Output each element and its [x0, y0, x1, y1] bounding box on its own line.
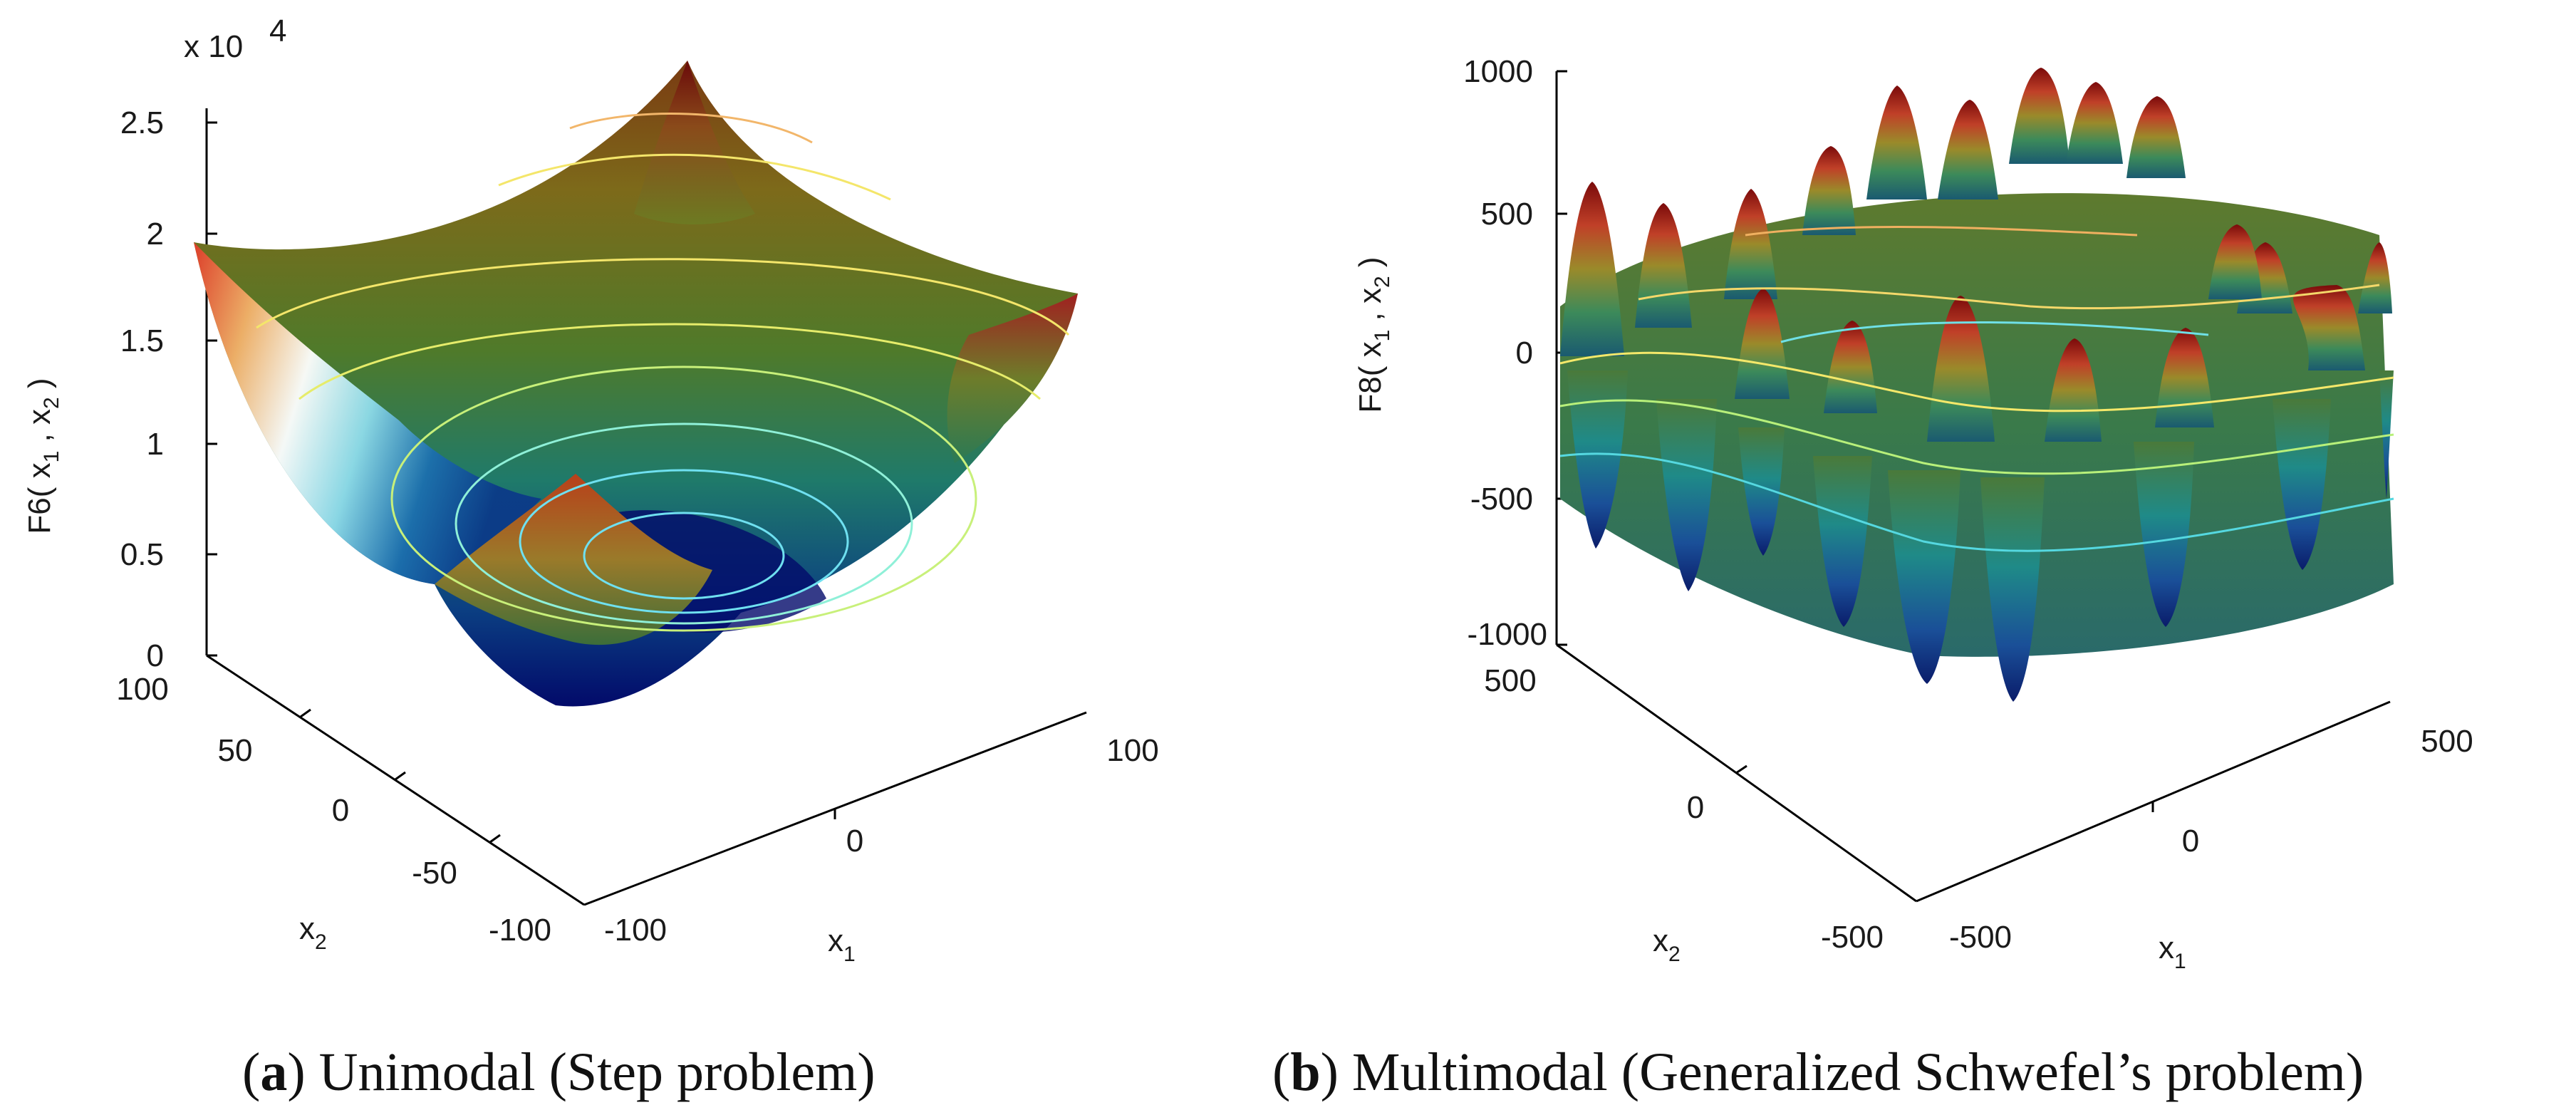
- panel-b-x-tick-label: -500: [1949, 920, 2012, 955]
- panel-a-x-axis-label: x1: [828, 923, 856, 966]
- panel-a-surface: [194, 61, 1078, 707]
- panel-a-z-axis-label: F6( x1 , x2 ): [22, 378, 63, 534]
- panel-a-z-tick-label: 0: [147, 638, 164, 673]
- panel-b-chart: 1000 500 0 -500 -1000 500 0 -500 -500 0 …: [1353, 54, 2473, 973]
- panel-b-z-tick-label: 500: [1481, 197, 1533, 232]
- panel-b-z-tick-label: -1000: [1467, 617, 1547, 652]
- panel-a-chart: 0 0.5 1 1.5 2 2.5 x 10 4 100 50 0 -50 -1…: [22, 14, 1159, 966]
- panel-b-z-tick-label: 1000: [1463, 54, 1533, 89]
- panel-b-y-tick-mark: [1735, 764, 1747, 774]
- panel-b-x-axis-label: x1: [2159, 930, 2186, 973]
- panel-a-y-tick-label: 100: [116, 672, 168, 707]
- panel-a-z-tick-label: 1.5: [120, 323, 164, 358]
- panel-a-caption: (a) Unimodal (Step problem): [242, 1042, 876, 1102]
- panel-a-x-tick-label: 100: [1106, 733, 1158, 768]
- panel-b-y-tick-label: 500: [1484, 663, 1536, 698]
- panel-b-z-tick-label: 0: [1516, 336, 1533, 370]
- panel-a-z-tick-label: 2.5: [120, 105, 164, 140]
- panel-a-y-axis-label: x2: [299, 911, 327, 954]
- panel-b-z-tick-label: -500: [1470, 482, 1533, 517]
- panel-b-caption: (b) Multimodal (Generalized Schwefel’s p…: [1272, 1042, 2364, 1102]
- panel-a-y-tick-label: -100: [489, 913, 551, 948]
- panel-b-z-axis-label: F8( x1 , x2 ): [1353, 256, 1394, 413]
- panel-a-z-tick-label: 0.5: [120, 537, 164, 572]
- panel-a-y-tick-mark: [489, 834, 501, 844]
- panel-a-y-axis-line: [206, 654, 585, 906]
- panel-b-y-tick-label: 0: [1687, 790, 1704, 825]
- panel-a-z-tick-label: 2: [147, 217, 164, 251]
- panel-b-x-tick-label: 0: [2182, 824, 2199, 858]
- panel-b-x-tick-label: 500: [2421, 724, 2473, 759]
- svg-text:F6( x1 , x2 ): F6( x1 , x2 ): [22, 378, 63, 534]
- panel-a-x-tick-label: -100: [604, 913, 667, 948]
- svg-text:F8( x1 , x2 ): F8( x1 , x2 ): [1353, 256, 1394, 413]
- panel-b-y-axis-label: x2: [1653, 923, 1681, 966]
- panel-a-axes: [205, 108, 1087, 906]
- panel-b-y-tick-label: -500: [1821, 920, 1884, 955]
- panel-a-z-exponent-prefix: x 10: [184, 29, 243, 64]
- panel-a-z-exponent-power: 4: [269, 14, 286, 48]
- panel-a-x-tick-label: 0: [846, 824, 863, 858]
- panel-a-y-tick-label: -50: [412, 856, 457, 891]
- panel-a-y-tick-label: 0: [332, 793, 349, 828]
- panel-a-z-tick-label: 1: [147, 427, 164, 462]
- panel-a-y-tick-mark: [395, 771, 406, 781]
- panel-b-surface: [1559, 68, 2394, 702]
- panel-a-y-tick-label: 50: [218, 733, 253, 768]
- panel-a-y-tick-mark: [300, 708, 311, 718]
